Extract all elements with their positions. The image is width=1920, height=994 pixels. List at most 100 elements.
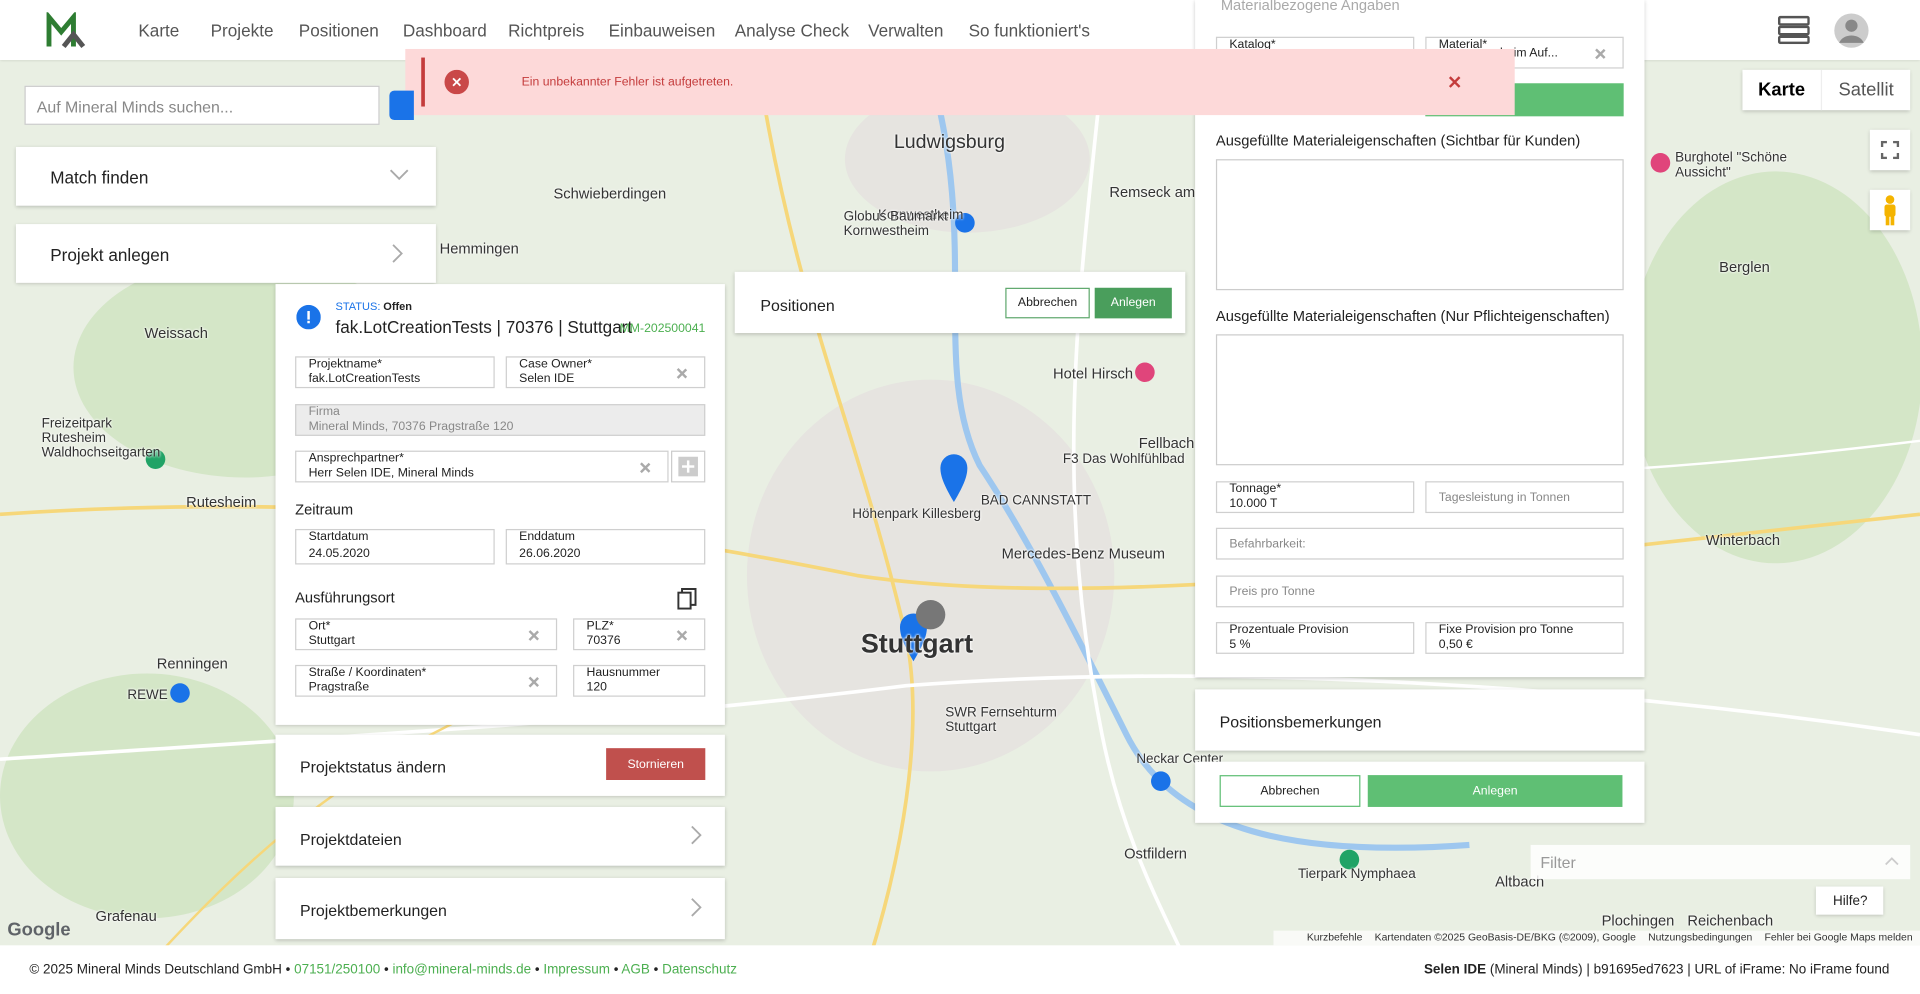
create-project-panel[interactable]: Projekt anlegen bbox=[15, 224, 436, 283]
decoration bbox=[844, 85, 1090, 233]
decoration bbox=[1628, 171, 1920, 564]
email-link[interactable]: info@mineral-minds.de bbox=[392, 962, 532, 978]
nav-link[interactable]: So funktioniert's bbox=[968, 20, 1091, 41]
field-label: Case Owner* bbox=[519, 357, 593, 372]
nav-link[interactable]: Dashboard bbox=[402, 20, 487, 41]
map-type-control: Karte Satellit bbox=[1742, 69, 1911, 111]
create-button[interactable]: Anlegen bbox=[1367, 775, 1623, 807]
field-label: Firma bbox=[308, 405, 340, 419]
map-poi bbox=[1151, 771, 1171, 792]
footer-left: © 2025 Mineral Minds Deutschland GmbH • … bbox=[29, 962, 737, 978]
map-type-button[interactable]: Satellit bbox=[1820, 69, 1910, 111]
copy-icon[interactable] bbox=[677, 588, 697, 610]
nav-link[interactable]: Analyse Check bbox=[734, 20, 850, 41]
access-field[interactable]: Befahrbarkeit: bbox=[1215, 527, 1624, 560]
nav-link[interactable]: Karte bbox=[138, 20, 180, 41]
footer: © 2025 Mineral Minds Deutschland GmbH • … bbox=[0, 945, 1920, 994]
position-remarks[interactable]: Positionsbemerkungen bbox=[1195, 689, 1645, 751]
daily-field[interactable]: Tagesleistung in Tonnen bbox=[1425, 481, 1624, 514]
input-field: Firma Mineral Minds, 70376 Pragstraße 120 bbox=[295, 404, 706, 436]
filter-input[interactable]: Filter bbox=[1530, 844, 1911, 880]
search-input[interactable]: Auf Mineral Minds suchen... bbox=[24, 85, 380, 125]
decoration bbox=[1884, 204, 1896, 217]
cancel-button[interactable]: Abbrechen bbox=[1005, 287, 1090, 319]
fullscreen-button[interactable] bbox=[1869, 129, 1911, 171]
server-icon[interactable] bbox=[1777, 15, 1810, 45]
create-button[interactable]: Anlegen bbox=[1094, 287, 1172, 319]
help-button[interactable]: Hilfe? bbox=[1815, 886, 1884, 915]
input-field[interactable]: Enddatum 26.06.2020 bbox=[505, 528, 706, 565]
field-value: 26.06.2020 bbox=[519, 547, 581, 561]
field-label: Prozentuale Provision bbox=[1229, 623, 1349, 637]
input-field[interactable]: Ort* Stuttgart bbox=[295, 618, 558, 651]
cancel-project-button[interactable]: Stornieren bbox=[606, 748, 706, 781]
percent-field[interactable]: Prozentuale Provision 5 % bbox=[1215, 622, 1415, 654]
attribution-link[interactable]: Nutzungsbedingungen bbox=[1648, 930, 1753, 943]
map-type-button[interactable]: Karte bbox=[1758, 79, 1806, 101]
input-field[interactable]: Projektname* fak.LotCreationTests bbox=[295, 356, 495, 389]
attribution-link[interactable]: Kurzbefehle bbox=[1306, 930, 1363, 943]
input-field[interactable]: Hausnummer 120 bbox=[573, 664, 706, 697]
search-button[interactable] bbox=[389, 90, 414, 121]
phone-link[interactable]: 07151/250100 bbox=[294, 962, 381, 978]
footer-link[interactable]: Impressum bbox=[543, 962, 610, 978]
field-label: Straße / Koordinaten* bbox=[308, 666, 427, 680]
attribution-text: Kartendaten ©2025 GeoBasis-DE/BKG (©2009… bbox=[1374, 930, 1636, 943]
icon-path bbox=[1880, 140, 1900, 160]
remarks-panel[interactable]: Projektbemerkungen bbox=[275, 877, 725, 940]
input-field[interactable]: Startdatum 24.05.2020 bbox=[295, 528, 495, 565]
clear-icon bbox=[529, 677, 539, 687]
pegman[interactable] bbox=[1869, 189, 1911, 231]
placeholder: Filter bbox=[1540, 853, 1576, 872]
map-label: Kornwestheim bbox=[877, 208, 964, 223]
input-field[interactable]: PLZ* 70376 bbox=[573, 618, 706, 651]
map-label: Ludwigsburg bbox=[893, 132, 1005, 154]
help-label: Hilfe? bbox=[1833, 893, 1868, 909]
copyright: © 2025 Mineral Minds Deutschland GmbH • bbox=[29, 962, 291, 978]
map-label: Globus Baumarkt Kornwestheim bbox=[843, 209, 948, 239]
map-pin[interactable] bbox=[900, 613, 927, 662]
icon-path bbox=[757, 73, 915, 994]
clear-icon bbox=[1596, 49, 1606, 59]
decoration bbox=[389, 169, 409, 181]
files-panel[interactable]: Projektdateien bbox=[275, 806, 725, 866]
textarea[interactable] bbox=[1215, 159, 1624, 291]
footer-link[interactable]: AGB bbox=[621, 962, 650, 978]
input-field[interactable]: Ansprechpartner* Herr Selen IDE, Mineral … bbox=[295, 450, 669, 483]
map-label: BAD CANNSTATT bbox=[980, 493, 1092, 509]
nav-link[interactable]: Positionen bbox=[298, 20, 379, 41]
match-panel[interactable]: Match finden bbox=[15, 146, 436, 206]
map-pin[interactable] bbox=[940, 454, 968, 503]
price-field[interactable]: Preis pro Tonne bbox=[1215, 575, 1624, 608]
nav-link[interactable]: Projekte bbox=[210, 20, 274, 41]
nav-link[interactable]: Richtpreis bbox=[508, 20, 585, 41]
nav-link[interactable]: Einbauweisen bbox=[608, 20, 716, 41]
logo[interactable] bbox=[46, 12, 86, 49]
input-field[interactable]: Case Owner* Selen IDE bbox=[505, 356, 706, 389]
tonnage-field[interactable]: Tonnage* 10.000 T bbox=[1215, 481, 1415, 514]
field-value: fak.LotCreationTests bbox=[308, 372, 421, 386]
map-label: F3 Das Wohlfühlbad bbox=[1062, 451, 1185, 467]
input-field[interactable]: Straße / Koordinaten* Pragstraße bbox=[295, 664, 558, 697]
icon-path bbox=[1839, 35, 1864, 43]
panel-title: Projekt anlegen bbox=[50, 244, 170, 265]
field-value: 70376 bbox=[586, 634, 621, 648]
close-button[interactable] bbox=[1448, 76, 1461, 88]
project-panel: STATUS: Offen fak.LotCreationTests | 703… bbox=[275, 284, 725, 725]
map-label: Berglen bbox=[1719, 258, 1770, 276]
section-title: Zeitraum bbox=[295, 500, 354, 518]
cancel-button[interactable]: Abbrechen bbox=[1219, 775, 1361, 807]
attribution-link[interactable]: Fehler bei Google Maps melden bbox=[1764, 930, 1913, 943]
status-label: STATUS: bbox=[335, 300, 381, 313]
map-poi bbox=[915, 600, 946, 630]
footer-link[interactable]: Datenschutz bbox=[662, 962, 737, 978]
fixed-field[interactable]: Fixe Provision pro Tonne 0,50 € bbox=[1425, 622, 1624, 654]
field-label: Enddatum bbox=[519, 530, 576, 544]
add-button[interactable] bbox=[671, 450, 706, 483]
avatar[interactable] bbox=[1833, 12, 1870, 49]
nav-link[interactable]: Verwalten bbox=[868, 20, 944, 41]
icon-path bbox=[1448, 76, 1461, 88]
user-name: Selen IDE bbox=[1423, 962, 1487, 978]
map-label: Mercedes-Benz Museum bbox=[1001, 544, 1165, 563]
textarea[interactable] bbox=[1215, 334, 1624, 466]
